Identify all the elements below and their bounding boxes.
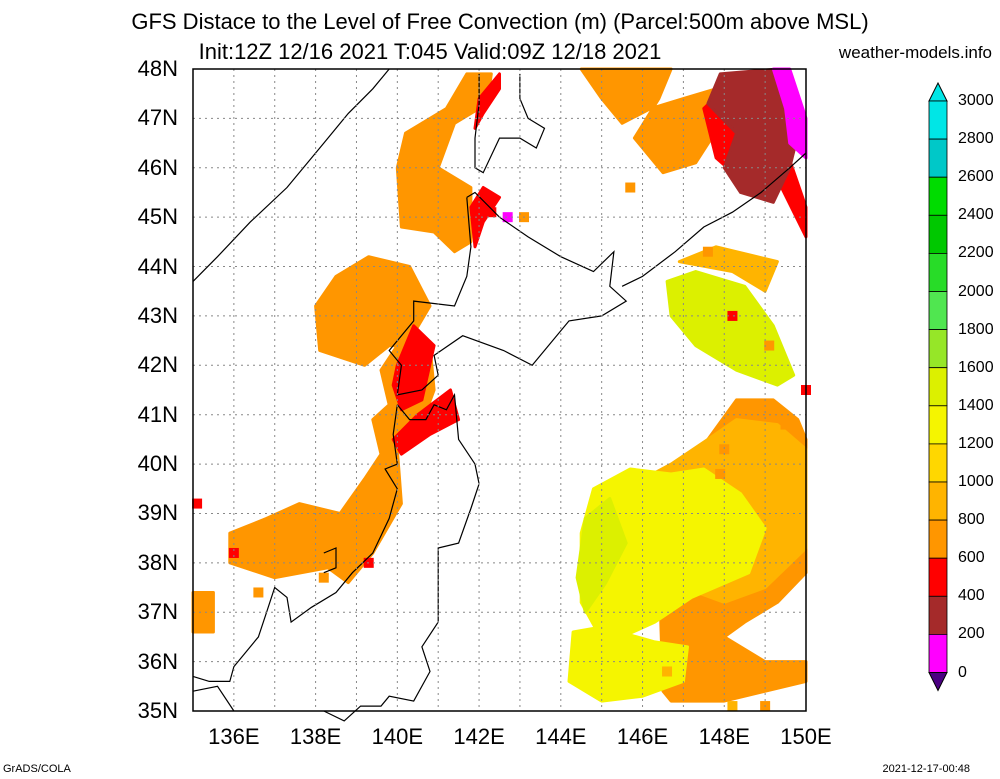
colorbar bbox=[928, 81, 948, 692]
colorbar-level: 2600 bbox=[958, 168, 994, 186]
colorbar-box bbox=[928, 329, 948, 369]
coast-hokkaido bbox=[388, 191, 628, 396]
colorbar-box bbox=[928, 443, 948, 483]
lat-label: 35N bbox=[137, 698, 178, 723]
lat-label: 42N bbox=[137, 352, 178, 378]
chart-subtitle: Init:12Z 12/16 2021 T:045 Valid:09Z 12/1… bbox=[198, 39, 662, 64]
chart-title: GFS Distace to the Level of Free Convect… bbox=[131, 9, 869, 34]
colorbar-level: 3000 bbox=[958, 92, 994, 109]
colorbar-box bbox=[928, 252, 948, 292]
lon-label: 148E bbox=[698, 724, 750, 749]
field-japan-sea-south bbox=[191, 591, 215, 634]
colorbar-level: 1000 bbox=[958, 473, 994, 490]
lon-label: 136E bbox=[208, 724, 260, 749]
colorbar-level: 2800 bbox=[958, 130, 994, 148]
field-japan-sea-mid bbox=[228, 255, 436, 585]
colorbar-bottom-arrow bbox=[928, 672, 948, 692]
lat-label: 47N bbox=[137, 105, 178, 131]
field-layer bbox=[191, 67, 811, 712]
colorbar-level: 400 bbox=[958, 587, 985, 605]
colorbar-level: 2200 bbox=[958, 244, 994, 262]
lon-label: 140E bbox=[371, 724, 424, 749]
lat-label: 38N bbox=[137, 549, 178, 575]
colorbar-level: 1600 bbox=[958, 358, 994, 376]
coastline-layer bbox=[192, 68, 807, 722]
lat-label: 39N bbox=[137, 500, 178, 526]
site-credit: weather-models.info bbox=[838, 43, 992, 62]
field-red-sakhalin bbox=[473, 72, 501, 130]
colorbar-box bbox=[928, 367, 948, 407]
colorbar-level: 1400 bbox=[958, 396, 994, 414]
colorbar-level: 1800 bbox=[958, 320, 994, 338]
field-cell bbox=[764, 340, 775, 351]
coast-kurils bbox=[621, 152, 807, 287]
colorbar-box bbox=[928, 519, 948, 559]
coast-asia bbox=[192, 68, 390, 282]
colorbar-box bbox=[928, 634, 948, 673]
coast-okinoshima bbox=[192, 685, 235, 712]
coast-sakhalin bbox=[474, 73, 546, 174]
lat-label: 45N bbox=[137, 204, 178, 230]
lat-label: 37N bbox=[137, 599, 178, 625]
field-cell bbox=[780, 419, 791, 430]
field-cell bbox=[318, 572, 329, 583]
field-cell bbox=[727, 310, 738, 321]
lat-label: 44N bbox=[137, 253, 178, 279]
lon-label: 142E bbox=[453, 724, 505, 749]
colorbar-box bbox=[928, 481, 948, 521]
coast-honshu-west bbox=[192, 404, 398, 682]
colorbar-level: 2000 bbox=[958, 282, 994, 300]
colorbar-box bbox=[928, 595, 948, 635]
field-cell bbox=[502, 212, 513, 223]
field-cell bbox=[192, 498, 203, 509]
lon-label: 144E bbox=[535, 724, 587, 749]
field-okhotsk-north bbox=[579, 67, 726, 175]
lat-label: 48N bbox=[137, 56, 178, 81]
colorbar-level: 600 bbox=[958, 549, 985, 567]
field-cell bbox=[719, 444, 730, 455]
footer-left: GrADS/COLA bbox=[3, 763, 71, 775]
footer-right: 2021-12-17-00:48 bbox=[882, 763, 970, 775]
lon-label: 146E bbox=[616, 724, 669, 749]
colorbar-level: 0 bbox=[958, 663, 967, 681]
field-cell bbox=[437, 172, 448, 183]
colorbar-top-arrow bbox=[928, 81, 948, 102]
lat-label: 36N bbox=[137, 648, 178, 674]
colorbar-level: 200 bbox=[958, 625, 985, 643]
field-kurile-lime bbox=[665, 270, 796, 387]
coast-honshu-north bbox=[323, 392, 480, 722]
lat-label: 43N bbox=[137, 302, 178, 328]
lon-label: 138E bbox=[289, 724, 342, 749]
colorbar-level: 2400 bbox=[958, 206, 994, 224]
field-red-aomori bbox=[391, 388, 461, 456]
lon-label: 150E bbox=[780, 724, 832, 749]
field-cell bbox=[486, 207, 497, 218]
colorbar-level: 800 bbox=[958, 511, 985, 529]
colorbar-box bbox=[928, 291, 948, 330]
colorbar-box bbox=[928, 138, 948, 178]
lat-label: 40N bbox=[137, 451, 178, 477]
colorbar-level: 1200 bbox=[958, 434, 994, 452]
field-cell bbox=[715, 468, 726, 479]
map-frame bbox=[192, 68, 807, 712]
grid-layer bbox=[193, 69, 806, 711]
field-cell bbox=[702, 246, 713, 257]
field-cell bbox=[662, 666, 673, 677]
lat-label: 46N bbox=[137, 154, 178, 180]
coast-sado bbox=[323, 547, 337, 574]
colorbar-box bbox=[928, 214, 948, 254]
field-cell bbox=[727, 701, 738, 712]
colorbar-box bbox=[928, 557, 948, 597]
colorbar-box bbox=[928, 176, 948, 216]
colorbar-box bbox=[928, 100, 948, 140]
colorbar-box bbox=[928, 405, 948, 445]
lat-label: 41N bbox=[137, 401, 178, 427]
field-cell bbox=[253, 587, 264, 598]
field-cell bbox=[228, 547, 239, 558]
field-cell bbox=[625, 182, 636, 193]
